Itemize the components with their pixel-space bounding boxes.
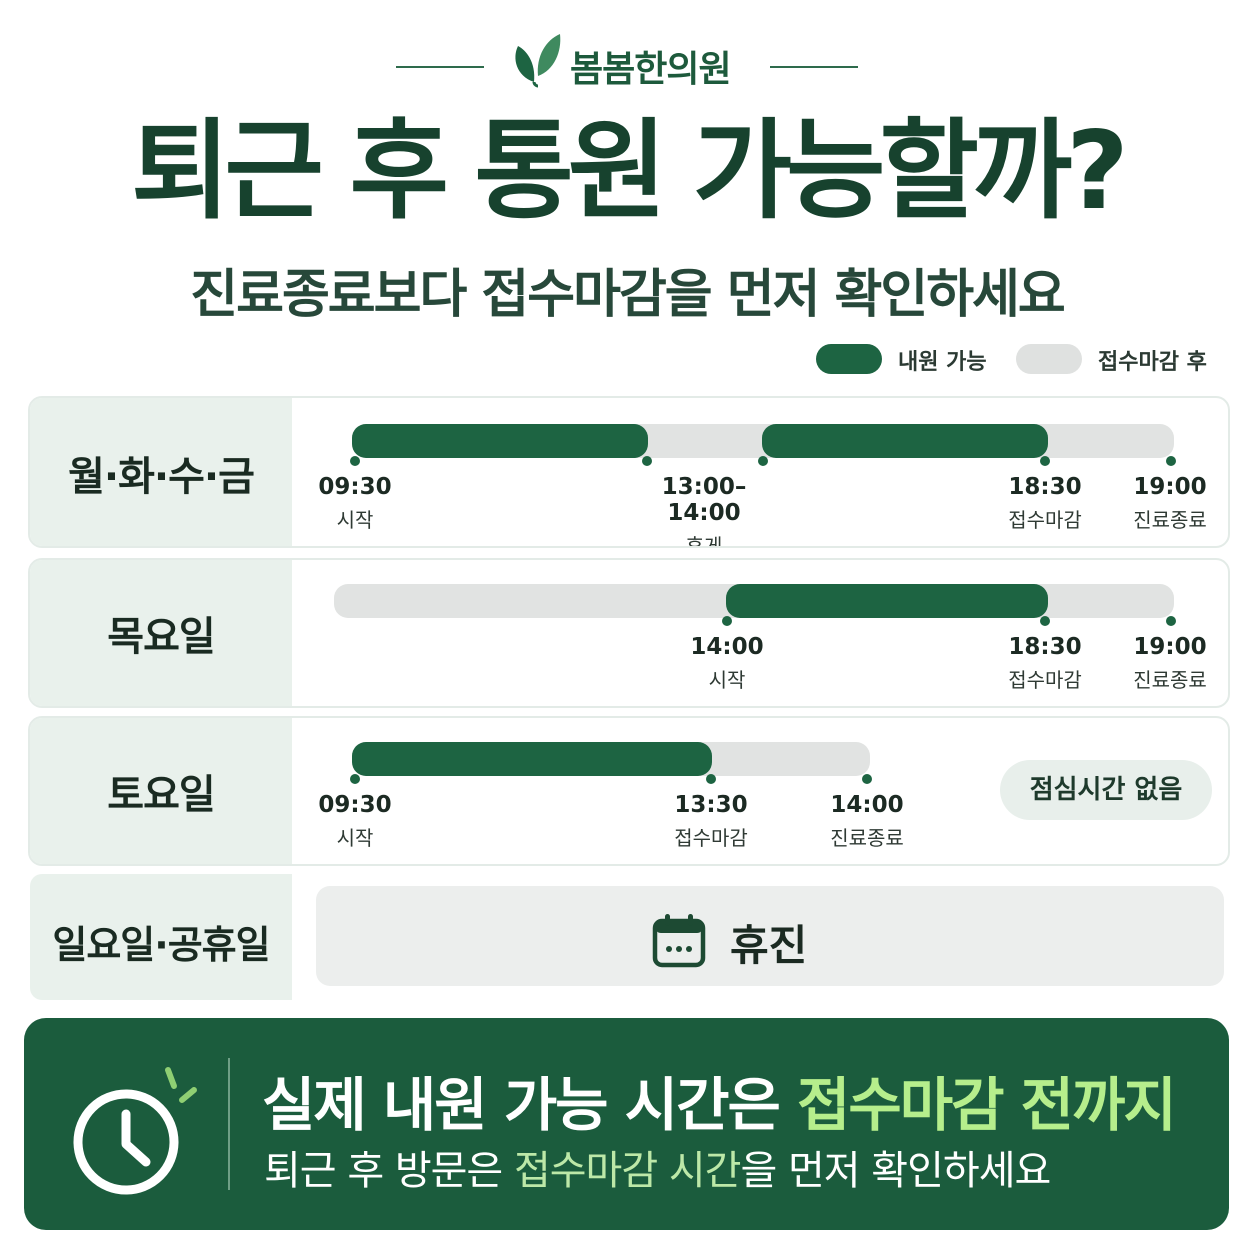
banner-divider <box>228 1058 230 1190</box>
tick-dot <box>350 774 360 784</box>
tick-caption: 진료종료 <box>830 826 904 850</box>
tick-deadline: 13:30 접수마감 <box>641 792 781 851</box>
tick-caption: 진료종료 <box>1133 668 1207 692</box>
closed-box: 휴진 <box>316 886 1224 986</box>
row-label-panel: 토요일 <box>30 718 292 864</box>
tick-time: 19:00 <box>1133 634 1207 660</box>
tick-deadline: 18:30 접수마감 <box>975 474 1115 533</box>
brand-divider-left <box>396 66 484 68</box>
tick-dot <box>862 774 872 784</box>
legend-swatch-after-deadline <box>1016 344 1082 374</box>
banner-title-text: 실제 내원 가능 시간은 <box>262 1071 798 1139</box>
tick-time: 13:30 <box>674 792 748 818</box>
legend-label-after-deadline: 접수마감 후 <box>1098 350 1207 375</box>
tick-caption: 접수마감 <box>1008 508 1082 532</box>
brand-header: 봄봄한의원 <box>0 30 1254 100</box>
tick-dot <box>706 774 716 784</box>
timeline-thursday: 14:00 시작 18:30 접수마감 19:00 진료종료 <box>292 560 1228 706</box>
row-label-panel: 월·화·수·금 <box>30 398 292 546</box>
tick-dot <box>1166 456 1176 466</box>
timeline-weekdays: 09:30 시작 13:00–14:00 휴게 18:30 접수마감 19:00… <box>292 398 1228 546</box>
legend-swatch-available <box>816 344 882 374</box>
no-lunch-badge: 점심시간 없음 <box>1000 760 1212 820</box>
banner-title-highlight: 접수마감 전까지 <box>797 1071 1177 1139</box>
tick-dot <box>1166 616 1176 626</box>
tick-time: 09:30 <box>318 474 392 500</box>
row-label-panel: 목요일 <box>30 560 292 706</box>
available-bar-morning <box>352 742 712 776</box>
tick-time: 09:30 <box>318 792 392 818</box>
banner-sub-text: 퇴근 후 방문은 <box>264 1148 514 1194</box>
tick-time: 14:00 <box>830 792 904 818</box>
legend: 내원 가능 접수마감 후 <box>816 340 1236 376</box>
banner-sub-highlight: 접수마감 시간 <box>513 1148 742 1194</box>
tick-deadline: 18:30 접수마감 <box>975 634 1115 693</box>
available-bar-afternoon <box>726 584 1048 618</box>
available-bar-afternoon <box>762 424 1048 458</box>
row-label-sunday: 일요일·공휴일 <box>52 923 270 967</box>
tick-caption: 접수마감 <box>1008 668 1082 692</box>
page-subtitle: 진료종료보다 접수마감을 먼저 확인하세요 <box>190 265 1065 325</box>
schedule-row-saturday: 토요일 09:30 시작 13:30 접수마감 14:00 진료종료 점심시간 … <box>28 716 1230 866</box>
brand-divider-right <box>770 66 858 68</box>
tick-end: 14:00 진료종료 <box>797 792 937 851</box>
tick-end: 19:00 진료종료 <box>1100 474 1228 533</box>
row-label-weekdays: 월·화·수·금 <box>68 454 255 500</box>
tick-time: 18:30 <box>1008 634 1082 660</box>
schedule-row-sunday: 일요일·공휴일 휴진 <box>28 872 1230 1002</box>
tick-dot <box>758 456 768 466</box>
tick-dot <box>1040 616 1050 626</box>
tick-start: 09:30 시작 <box>285 474 425 533</box>
schedule-row-weekdays: 월·화·수·금 09:30 시작 13:00–14:00 휴게 18:30 접수… <box>28 396 1230 548</box>
row-label-saturday: 토요일 <box>107 772 215 818</box>
tick-time: 14:00 <box>690 634 764 660</box>
tick-caption: 시작 <box>708 668 746 692</box>
row-label-thursday: 목요일 <box>107 614 215 660</box>
brand-name: 봄봄한의원 <box>570 49 732 90</box>
calendar-icon <box>652 914 706 968</box>
info-banner: 실제 내원 가능 시간은 접수마감 전까지 퇴근 후 방문은 접수마감 시간을 … <box>24 1018 1229 1230</box>
legend-label-available: 내원 가능 <box>898 350 987 375</box>
tick-dot <box>350 456 360 466</box>
clock-icon <box>73 1067 197 1195</box>
tick-dot <box>722 616 732 626</box>
banner-subtitle: 퇴근 후 방문은 접수마감 시간을 먼저 확인하세요 <box>264 1138 1051 1196</box>
tick-caption: 진료종료 <box>1133 508 1207 532</box>
available-bar-morning <box>352 424 648 458</box>
row-label-panel: 일요일·공휴일 <box>30 874 292 1000</box>
tick-caption: 시작 <box>336 508 374 532</box>
tick-end: 19:00 진료종료 <box>1100 634 1228 693</box>
tick-caption: 휴게 <box>685 534 723 548</box>
tick-time: 18:30 <box>1008 474 1082 500</box>
tick-break: 13:00–14:00 휴게 <box>634 474 774 548</box>
tick-caption: 접수마감 <box>674 826 748 850</box>
banner-title: 실제 내원 가능 시간은 접수마감 전까지 <box>262 1058 1177 1142</box>
leaf-icon <box>515 34 561 88</box>
tick-start: 09:30 시작 <box>285 792 425 851</box>
page-title: 퇴근 후 통원 가능할까? <box>131 109 1129 234</box>
tick-dot <box>642 456 652 466</box>
schedule-row-thursday: 목요일 14:00 시작 18:30 접수마감 19:00 진료종료 <box>28 558 1230 708</box>
tick-caption: 시작 <box>336 826 374 850</box>
tick-time: 13:00–14:00 <box>661 474 747 526</box>
tick-time: 19:00 <box>1133 474 1207 500</box>
closed-status: 휴진 <box>730 921 808 970</box>
timeline-saturday: 09:30 시작 13:30 접수마감 14:00 진료종료 <box>292 718 1228 864</box>
tick-dot <box>1040 456 1050 466</box>
banner-sub-text-end: 을 먼저 확인하세요 <box>740 1148 1051 1194</box>
tick-start: 14:00 시작 <box>657 634 797 693</box>
